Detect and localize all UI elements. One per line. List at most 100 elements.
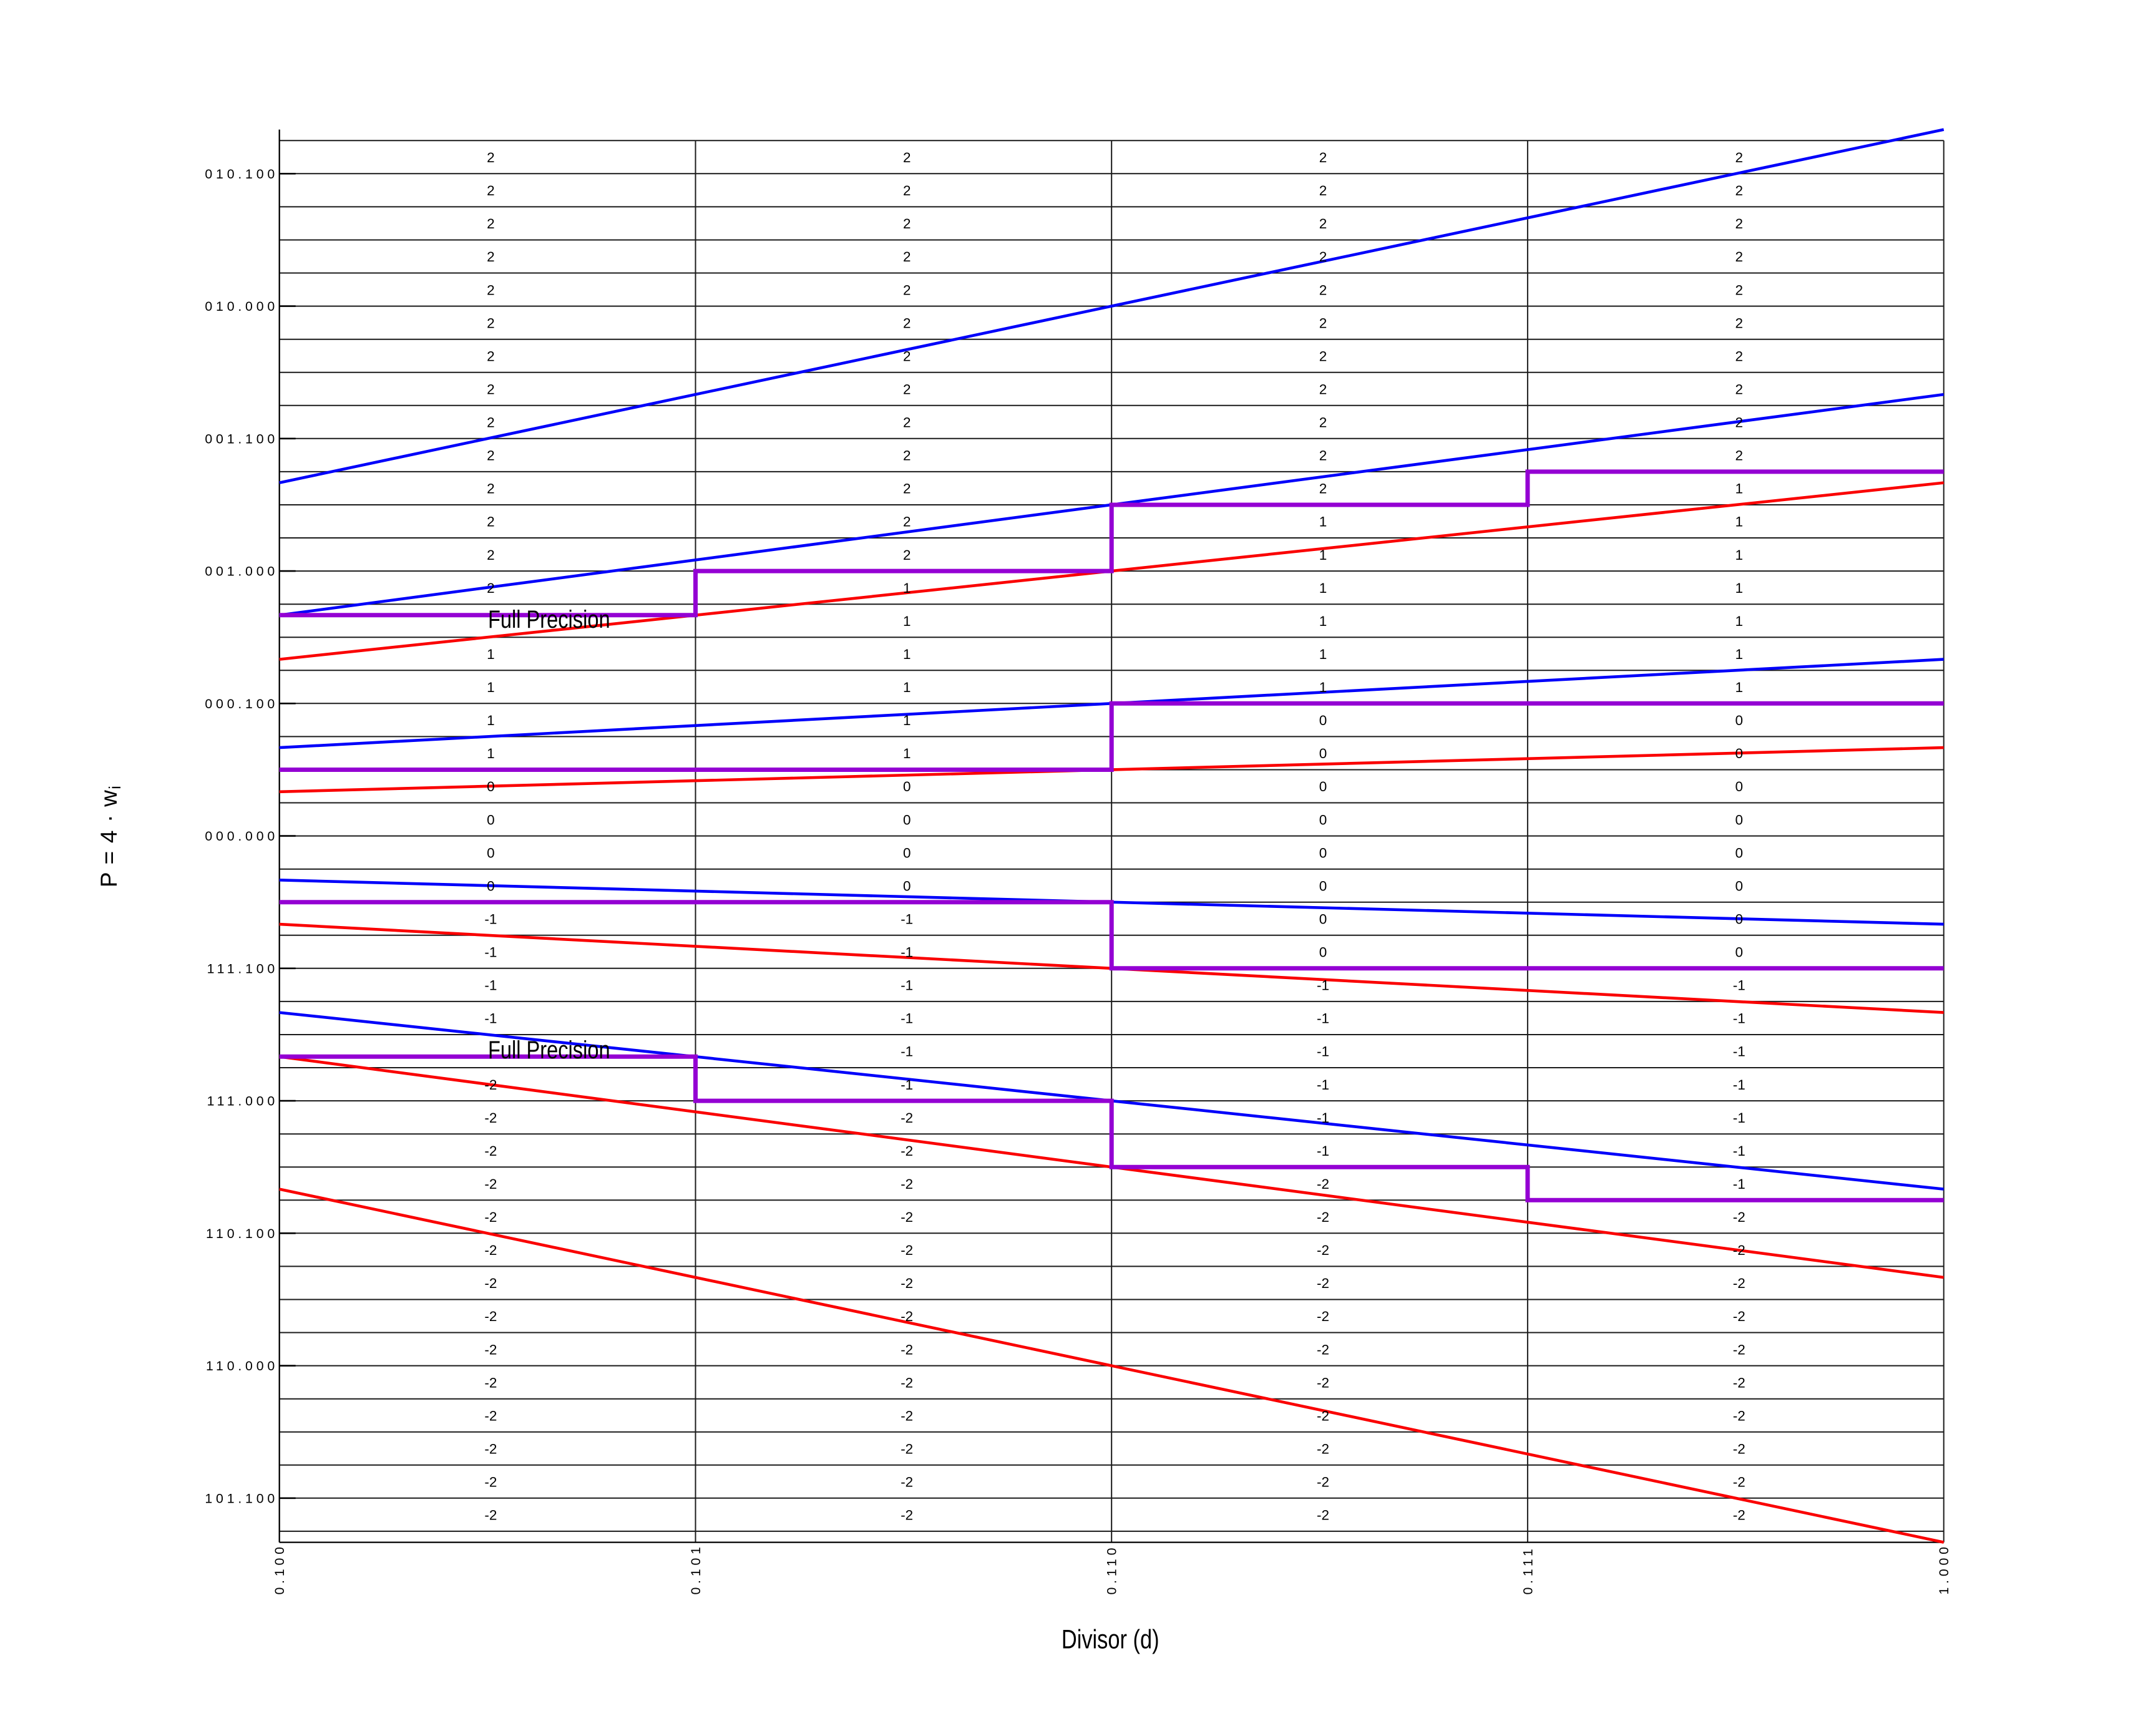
svg-text:2: 2	[903, 481, 911, 497]
svg-text:-2: -2	[484, 1375, 497, 1390]
svg-text:2: 2	[1319, 282, 1327, 298]
svg-text:2: 2	[1319, 150, 1327, 165]
svg-text:010.100: 010.100	[205, 167, 278, 182]
svg-text:-2: -2	[484, 1110, 497, 1126]
svg-text:1: 1	[487, 713, 495, 728]
svg-text:0.101: 0.101	[688, 1543, 703, 1594]
svg-text:010.000: 010.000	[205, 299, 278, 314]
svg-text:2: 2	[1319, 216, 1327, 232]
svg-text:2: 2	[487, 282, 495, 298]
svg-text:1.000: 1.000	[1936, 1543, 1951, 1594]
svg-text:2: 2	[1735, 183, 1744, 198]
svg-text:2: 2	[487, 249, 495, 265]
svg-text:-2: -2	[1317, 1441, 1329, 1457]
svg-text:0: 0	[1735, 713, 1744, 728]
svg-text:-2: -2	[901, 1176, 913, 1192]
svg-text:0: 0	[1319, 878, 1327, 894]
svg-text:000.000: 000.000	[205, 829, 278, 844]
svg-text:0: 0	[903, 845, 911, 861]
svg-text:-2: -2	[1317, 1309, 1329, 1324]
svg-text:-1: -1	[901, 1011, 913, 1026]
svg-text:-2: -2	[901, 1143, 913, 1159]
svg-text:1: 1	[1735, 646, 1744, 662]
svg-text:2: 2	[487, 448, 495, 464]
svg-text:0: 0	[1735, 845, 1744, 861]
svg-text:2: 2	[1735, 150, 1744, 165]
svg-text:1: 1	[903, 580, 911, 596]
svg-text:-2: -2	[1317, 1176, 1329, 1192]
svg-text:-1: -1	[484, 978, 497, 993]
svg-text:0: 0	[1735, 945, 1744, 960]
svg-text:-1: -1	[1733, 1077, 1745, 1093]
svg-text:111.000: 111.000	[207, 1094, 278, 1109]
svg-text:1: 1	[903, 713, 911, 728]
svg-text:1: 1	[903, 746, 911, 761]
svg-text:-2: -2	[484, 1209, 497, 1225]
svg-text:-2: -2	[1733, 1475, 1745, 1490]
svg-text:-2: -2	[484, 1176, 497, 1192]
svg-text:1: 1	[1319, 580, 1327, 596]
svg-text:2: 2	[1319, 415, 1327, 431]
svg-text:0.100: 0.100	[272, 1543, 287, 1594]
svg-text:001.100: 001.100	[205, 431, 278, 446]
svg-text:1: 1	[1735, 613, 1744, 629]
svg-text:1: 1	[1735, 481, 1744, 497]
svg-text:2: 2	[903, 415, 911, 431]
svg-text:-1: -1	[1317, 1110, 1329, 1126]
svg-text:000.100: 000.100	[205, 696, 278, 711]
svg-text:-2: -2	[1733, 1209, 1745, 1225]
svg-text:0: 0	[1735, 812, 1744, 827]
svg-text:-2: -2	[1317, 1508, 1329, 1523]
svg-text:-2: -2	[484, 1275, 497, 1291]
svg-text:-2: -2	[1733, 1309, 1745, 1324]
svg-text:0: 0	[487, 845, 495, 861]
svg-text:2: 2	[903, 183, 911, 198]
svg-text:-2: -2	[901, 1375, 913, 1390]
svg-text:001.000: 001.000	[205, 564, 278, 579]
svg-text:0: 0	[1319, 812, 1327, 827]
svg-text:1: 1	[1319, 646, 1327, 662]
svg-text:-2: -2	[1733, 1441, 1745, 1457]
svg-text:-1: -1	[901, 1077, 913, 1093]
svg-text:1: 1	[487, 746, 495, 761]
svg-text:-2: -2	[1317, 1242, 1329, 1258]
svg-text:1: 1	[487, 680, 495, 695]
svg-text:-1: -1	[1317, 1077, 1329, 1093]
svg-text:-2: -2	[1733, 1275, 1745, 1291]
svg-text:1: 1	[903, 646, 911, 662]
svg-text:2: 2	[487, 183, 495, 198]
svg-text:2: 2	[1735, 448, 1744, 464]
svg-text:-2: -2	[484, 1475, 497, 1490]
svg-text:1: 1	[1735, 680, 1744, 695]
svg-text:-2: -2	[901, 1408, 913, 1423]
svg-text:2: 2	[487, 415, 495, 431]
svg-text:-1: -1	[901, 1044, 913, 1060]
svg-text:2: 2	[487, 348, 495, 364]
svg-text:-2: -2	[1317, 1375, 1329, 1390]
svg-text:2: 2	[487, 382, 495, 397]
svg-text:2: 2	[487, 150, 495, 165]
svg-text:0: 0	[487, 779, 495, 794]
svg-text:-2: -2	[901, 1441, 913, 1457]
svg-text:Full Precision: Full Precision	[488, 605, 610, 633]
svg-text:0: 0	[903, 779, 911, 794]
svg-text:2: 2	[903, 382, 911, 397]
svg-text:-1: -1	[901, 945, 913, 960]
svg-text:2: 2	[1735, 415, 1744, 431]
svg-text:P = 4 · wi: P = 4 · wi	[96, 785, 124, 887]
svg-text:0: 0	[487, 878, 495, 894]
svg-text:2: 2	[903, 249, 911, 265]
svg-text:111.100: 111.100	[207, 961, 278, 976]
svg-text:-2: -2	[901, 1309, 913, 1324]
svg-text:-2: -2	[484, 1408, 497, 1423]
svg-text:2: 2	[903, 448, 911, 464]
svg-text:2: 2	[1735, 249, 1744, 265]
svg-text:-2: -2	[484, 1077, 497, 1093]
svg-text:-1: -1	[484, 945, 497, 960]
svg-text:-2: -2	[1317, 1209, 1329, 1225]
svg-text:101.100: 101.100	[205, 1491, 278, 1506]
svg-text:2: 2	[487, 547, 495, 563]
svg-text:2: 2	[487, 481, 495, 497]
svg-text:-1: -1	[484, 912, 497, 927]
svg-text:1: 1	[1735, 547, 1744, 563]
